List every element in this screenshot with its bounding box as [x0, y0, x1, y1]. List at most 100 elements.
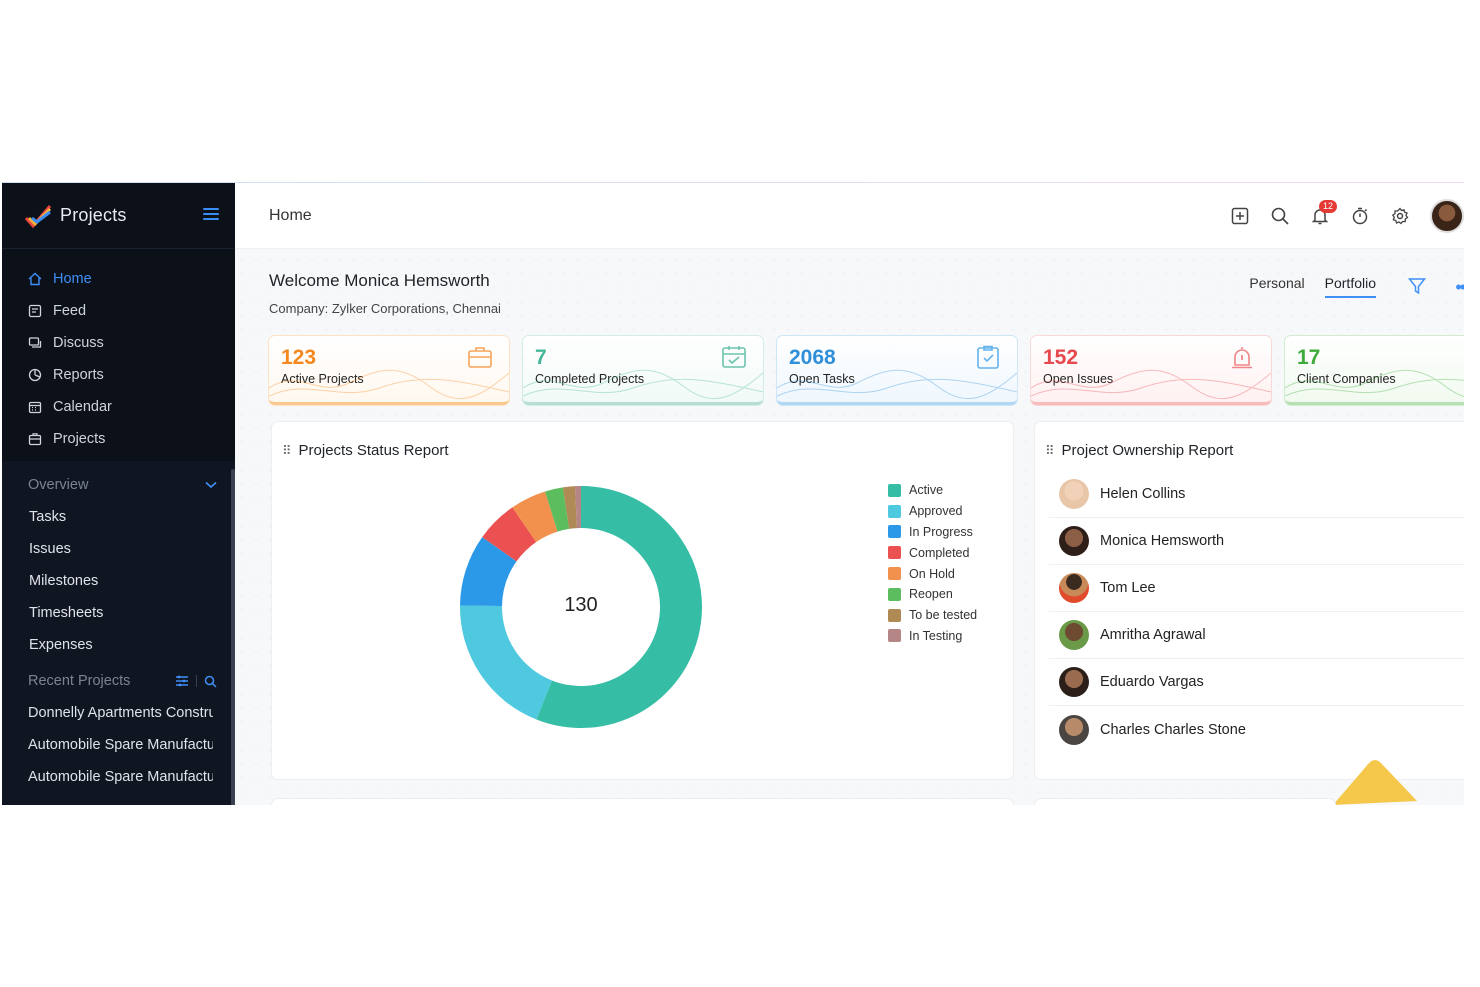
owner-name: Eduardo Vargas [1100, 674, 1204, 690]
settings-icon[interactable] [1390, 206, 1410, 226]
owner-row[interactable]: Charles Charles Stone [1049, 706, 1464, 753]
sidebar-scrollbar[interactable] [231, 469, 235, 805]
donut-chart: 130 [460, 486, 702, 728]
owner-row[interactable]: Tom Lee [1049, 565, 1464, 612]
legend-item[interactable]: In Progress [888, 522, 977, 543]
decorative-shape [1333, 760, 1417, 805]
sidebar-item-reports[interactable]: Reports [2, 359, 235, 391]
more-options-icon[interactable]: •• [1455, 277, 1464, 297]
donut-center-total: 130 [564, 594, 597, 616]
sidebar-item-feed[interactable]: Feed [2, 295, 235, 327]
stat-card-open-issues[interactable]: 152 Open Issues [1031, 336, 1271, 405]
projects-logo-icon [24, 204, 52, 228]
sidebar-item-calendar[interactable]: Calendar [2, 391, 235, 423]
legend-label: In Progress [909, 524, 973, 539]
owner-row[interactable]: Amritha Agrawal [1049, 612, 1464, 659]
stat-card-open-tasks[interactable]: 2068 Open Tasks [777, 336, 1017, 405]
sidebar-item-label: Calendar [53, 399, 112, 415]
projects-status-report-card: ⠿ Projects Status Report 130 Active Appro… [272, 422, 1013, 779]
tab-portfolio[interactable]: Portfolio [1324, 275, 1376, 298]
sidebar-item-expenses[interactable]: Expenses [29, 637, 93, 653]
avatar [1059, 714, 1089, 745]
timer-icon[interactable] [1350, 206, 1370, 226]
bell-icon[interactable]: 12 [1310, 200, 1338, 226]
legend-swatch [888, 587, 901, 601]
legend-label: Reopen [909, 587, 953, 602]
drag-handle-icon[interactable]: ⠿ [282, 442, 291, 458]
sidebar-item-home[interactable]: Home [2, 263, 235, 295]
donut-slice-to-be-tested[interactable] [562, 486, 578, 529]
legend-item[interactable]: On Hold [888, 563, 977, 584]
add-icon[interactable] [1230, 206, 1250, 226]
donut-slice-in-progress[interactable] [460, 537, 517, 607]
stat-card-completed-projects[interactable]: 7 Completed Projects [523, 336, 763, 405]
drag-handle-icon[interactable]: ⠿ [1045, 442, 1054, 458]
sidebar-item-milestones[interactable]: Milestones [29, 573, 99, 589]
donut-slice-on-hold[interactable] [512, 491, 558, 542]
donut-slice-reopen[interactable] [545, 487, 570, 532]
sidebar-nav: Home Feed Discuss Reports Calendar Proje… [2, 249, 235, 461]
stat-value: 2068 [789, 346, 836, 369]
stat-card-client-companies[interactable]: 17 Client Companies [1285, 336, 1464, 405]
avatar [1059, 667, 1089, 697]
legend-item[interactable]: Approved [888, 501, 977, 522]
stat-value: 7 [535, 346, 547, 369]
search-icon[interactable] [1270, 206, 1290, 226]
list-filter-icon[interactable] [175, 675, 189, 687]
main-content: Home 12 Welcome Monica Hemsworth Company… [235, 183, 1464, 805]
legend-item[interactable]: To be tested [888, 605, 977, 626]
recent-project-item[interactable]: Donnelly Apartments Construction [28, 705, 213, 721]
sidebar-item-discuss[interactable]: Discuss [2, 327, 235, 359]
stats-row: 123 Active Projects 7 Completed Projects… [269, 336, 1464, 405]
donut-slice-active[interactable] [536, 486, 702, 728]
owner-row[interactable]: Helen Collins [1049, 471, 1464, 518]
card-title: ⠿ Projects Status Report [282, 442, 449, 459]
stat-label: Open Tasks [789, 372, 855, 386]
divider [196, 675, 197, 687]
decorative-wave [1285, 369, 1464, 397]
sidebar-item-issues[interactable]: Issues [29, 541, 71, 557]
sidebar-item-label: Home [53, 271, 92, 287]
sidebar-item-timesheets[interactable]: Timesheets [29, 605, 104, 621]
decorative-wave [523, 369, 763, 400]
owner-name: Charles Charles Stone [1100, 721, 1246, 738]
legend-item[interactable]: Active [888, 480, 977, 501]
filter-icon[interactable] [1408, 277, 1426, 295]
sidebar-item-label: Discuss [53, 335, 104, 351]
owner-row[interactable]: Monica Hemsworth [1049, 518, 1464, 565]
sidebar-item-projects[interactable]: Projects [2, 423, 235, 455]
welcome-title: Welcome Monica Hemsworth [269, 271, 490, 290]
legend-swatch [888, 483, 901, 497]
calendar-icon [28, 400, 42, 414]
legend-label: Completed [909, 545, 970, 560]
sidebar-header: Projects [2, 183, 235, 249]
recent-project-item[interactable]: Automobile Spare Manufacturing [28, 769, 213, 785]
welcome-block: Welcome Monica Hemsworth Company: Zylker… [269, 271, 501, 316]
user-avatar[interactable] [1430, 199, 1464, 233]
legend-item[interactable]: Reopen [888, 584, 977, 605]
owner-row[interactable]: Eduardo Vargas [1049, 659, 1464, 706]
legend-item[interactable]: In Testing [888, 626, 977, 647]
stat-card-active-projects[interactable]: 123 Active Projects [269, 336, 509, 405]
alarm-icon [1232, 347, 1252, 369]
legend-label: In Testing [909, 628, 963, 643]
donut-slice-in-testing[interactable] [574, 486, 581, 529]
legend-swatch [888, 525, 901, 539]
donut-slice-completed[interactable] [482, 507, 537, 562]
recent-project-item[interactable]: Automobile Spare Manufacturing [28, 737, 213, 753]
legend-item[interactable]: Completed [888, 542, 977, 563]
search-icon[interactable] [204, 675, 217, 688]
hamburger-menu-icon[interactable] [203, 208, 219, 222]
overview-section-header[interactable]: Overview [2, 469, 235, 501]
avatar [1059, 573, 1089, 603]
discuss-icon [28, 336, 42, 350]
tab-personal[interactable]: Personal [1249, 275, 1305, 291]
notification-badge: 12 [1319, 200, 1338, 213]
app-title: Projects [60, 205, 127, 225]
view-tabs: Personal Portfolio [1229, 275, 1376, 298]
status-report-title: Projects Status Report [298, 442, 449, 459]
stat-label: Open Issues [1043, 372, 1114, 386]
chevron-down-icon [205, 481, 217, 489]
donut-slice-approved[interactable] [460, 605, 552, 720]
sidebar-item-tasks[interactable]: Tasks [29, 509, 67, 525]
